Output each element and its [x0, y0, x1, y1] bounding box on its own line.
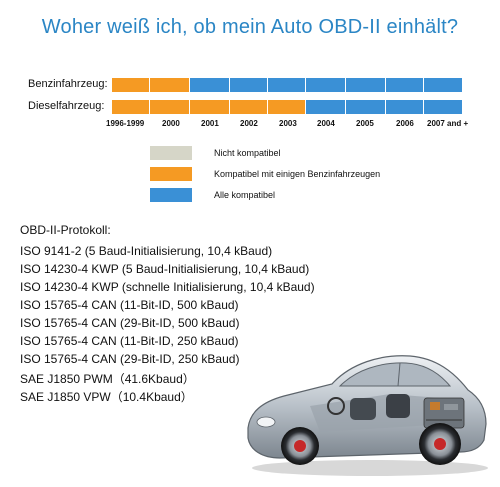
year-label: 2001: [201, 119, 219, 128]
bar-segment: [112, 78, 150, 92]
protocols-heading: OBD-II-Protokoll:: [20, 223, 111, 237]
legend-swatch: [150, 167, 192, 181]
bar-segment: [112, 100, 150, 114]
bar-segment: [306, 100, 346, 114]
bar-segment: [424, 100, 462, 114]
year-label: 2004: [317, 119, 335, 128]
legend-swatch: [150, 188, 192, 202]
bar-segment: [386, 78, 424, 92]
bar-segment: [150, 100, 190, 114]
page-title: Woher weiß ich, ob mein Auto OBD-II einh…: [41, 16, 459, 38]
year-axis: 1996-1999 2000 2001 2002 2003 2004 2005 …: [104, 119, 484, 133]
legend-label: Kompatibel mit einigen Benzinfahrzeugen: [214, 169, 381, 179]
bar-segment: [190, 100, 230, 114]
bar-segment: [150, 78, 190, 92]
protocol-item: ISO 14230-4 KWP (schnelle Initialisierun…: [20, 280, 315, 294]
car-cutaway-illustration: [247, 355, 488, 476]
bar-segment: [346, 78, 386, 92]
bar-segment: [190, 78, 230, 92]
legend-swatch: [150, 146, 192, 160]
protocol-item: ISO 15765-4 CAN (29-Bit-ID, 250 kBaud): [20, 352, 240, 366]
year-label: 2003: [279, 119, 297, 128]
bar-segment: [268, 100, 306, 114]
gasoline-compatibility-bar: [112, 78, 462, 92]
protocol-item: ISO 15765-4 CAN (11-Bit-ID, 250 kBaud): [20, 334, 239, 348]
year-label: 2002: [240, 119, 258, 128]
protocol-item: SAE J1850 PWM（41.6Kbaud）: [20, 372, 195, 386]
bar-segment: [346, 100, 386, 114]
row-label-diesel: Dieselfahrzeug:: [28, 100, 105, 112]
bar-segment: [306, 78, 346, 92]
bar-segment: [386, 100, 424, 114]
diesel-compatibility-bar: [112, 100, 462, 114]
legend-label: Alle kompatibel: [214, 190, 276, 200]
year-label: 2005: [356, 119, 374, 128]
year-label: 2007 and +: [427, 119, 469, 128]
legend-label: Nicht kompatibel: [214, 148, 281, 158]
year-label: 2000: [162, 119, 180, 128]
protocol-item: ISO 14230-4 KWP (5 Baud-Initialisierung,…: [20, 262, 310, 276]
row-label-gasoline: Benzinfahrzeug:: [28, 78, 108, 90]
bar-segment: [230, 78, 268, 92]
protocol-item: SAE J1850 VPW（10.4Kbaud）: [20, 390, 193, 404]
bar-segment: [230, 100, 268, 114]
protocol-item: ISO 15765-4 CAN (29-Bit-ID, 500 kBaud): [20, 316, 240, 330]
protocol-item: ISO 9141-2 (5 Baud-Initialisierung, 10,4…: [20, 244, 273, 258]
year-label: 2006: [396, 119, 414, 128]
year-label: 1996-1999: [106, 119, 145, 128]
bar-segment: [424, 78, 462, 92]
bar-segment: [268, 78, 306, 92]
protocol-item: ISO 15765-4 CAN (11-Bit-ID, 500 kBaud): [20, 298, 239, 312]
